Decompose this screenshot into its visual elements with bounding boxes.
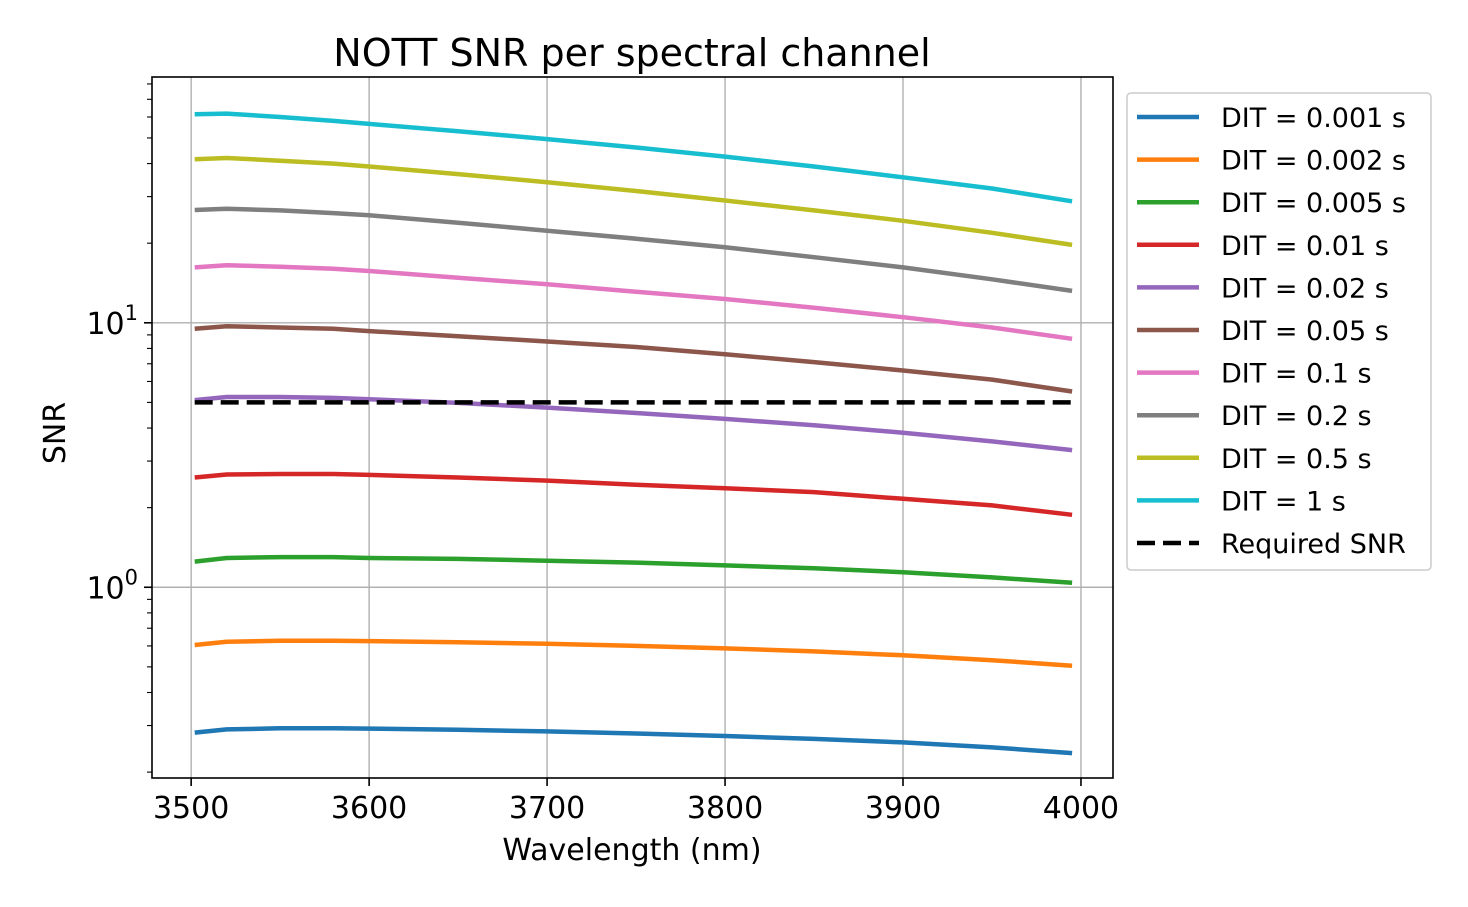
series-line (194, 726, 1073, 756)
legend-label: Required SNR (1221, 529, 1406, 560)
legend-label: DIT = 0.1 s (1221, 359, 1372, 390)
legend-label: DIT = 1 s (1221, 486, 1346, 517)
plot-area (152, 77, 1113, 778)
grid (152, 77, 1113, 778)
legend-label: DIT = 0.001 s (1221, 103, 1406, 134)
x-axis-ticks: 3500 3600 3700 3800 3900 4000 (153, 778, 1119, 826)
legend-label: DIT = 0.005 s (1221, 188, 1406, 219)
series-line (194, 638, 1073, 668)
legend-label: DIT = 0.002 s (1221, 146, 1406, 177)
legend-item: DIT = 0.01 s (1137, 231, 1389, 262)
series-line (194, 394, 1073, 453)
series-line (194, 111, 1073, 204)
series-lines (194, 111, 1073, 756)
legend-items: DIT = 0.001 s DIT = 0.002 s DIT = 0.005 s D… (1137, 103, 1406, 560)
legend-label: DIT = 0.05 s (1221, 316, 1389, 347)
series-line (194, 471, 1073, 518)
y-axis-ticks: 100 101 (86, 301, 152, 606)
legend-item: DIT = 0.1 s (1137, 359, 1372, 390)
x-tick-label: 3900 (865, 791, 941, 826)
chart-title: NOTT SNR per spectral channel (333, 31, 930, 75)
legend-item: DIT = 0.001 s (1137, 103, 1406, 134)
legend-item: DIT = 0.005 s (1137, 188, 1406, 219)
x-tick-label: 3700 (509, 791, 585, 826)
x-axis-label: Wavelength (nm) (502, 833, 761, 868)
series-line (194, 324, 1073, 394)
series-line (194, 263, 1073, 342)
x-tick-label: 3500 (153, 791, 229, 826)
series-line (194, 206, 1073, 294)
x-tick-label: 3600 (331, 791, 407, 826)
legend-box (1126, 92, 1432, 571)
legend-item: DIT = 0.2 s (1137, 401, 1372, 432)
y-tick-label: 100 (86, 565, 138, 606)
y-minor-ticks (147, 83, 152, 773)
series-line (194, 155, 1073, 248)
legend: DIT = 0.001 s DIT = 0.002 s DIT = 0.005 s D… (1126, 92, 1432, 571)
series-line (194, 554, 1073, 586)
legend-item: DIT = 0.02 s (1137, 273, 1389, 304)
legend-item: DIT = 0.002 s (1137, 146, 1406, 177)
legend-label: DIT = 0.2 s (1221, 401, 1372, 432)
y-tick-label: 101 (86, 301, 138, 342)
x-tick-label: 3800 (687, 791, 763, 826)
y-axis-label: SNR (38, 402, 73, 464)
legend-label: DIT = 0.02 s (1221, 273, 1389, 304)
legend-item: DIT = 1 s (1137, 486, 1346, 517)
legend-label: DIT = 0.01 s (1221, 231, 1389, 262)
legend-item: DIT = 0.5 s (1137, 444, 1372, 475)
legend-label: DIT = 0.5 s (1221, 444, 1372, 475)
plot-frame (151, 76, 1114, 779)
legend-item: Required SNR (1137, 529, 1406, 560)
x-tick-label: 4000 (1043, 791, 1119, 826)
legend-item: DIT = 0.05 s (1137, 316, 1389, 347)
